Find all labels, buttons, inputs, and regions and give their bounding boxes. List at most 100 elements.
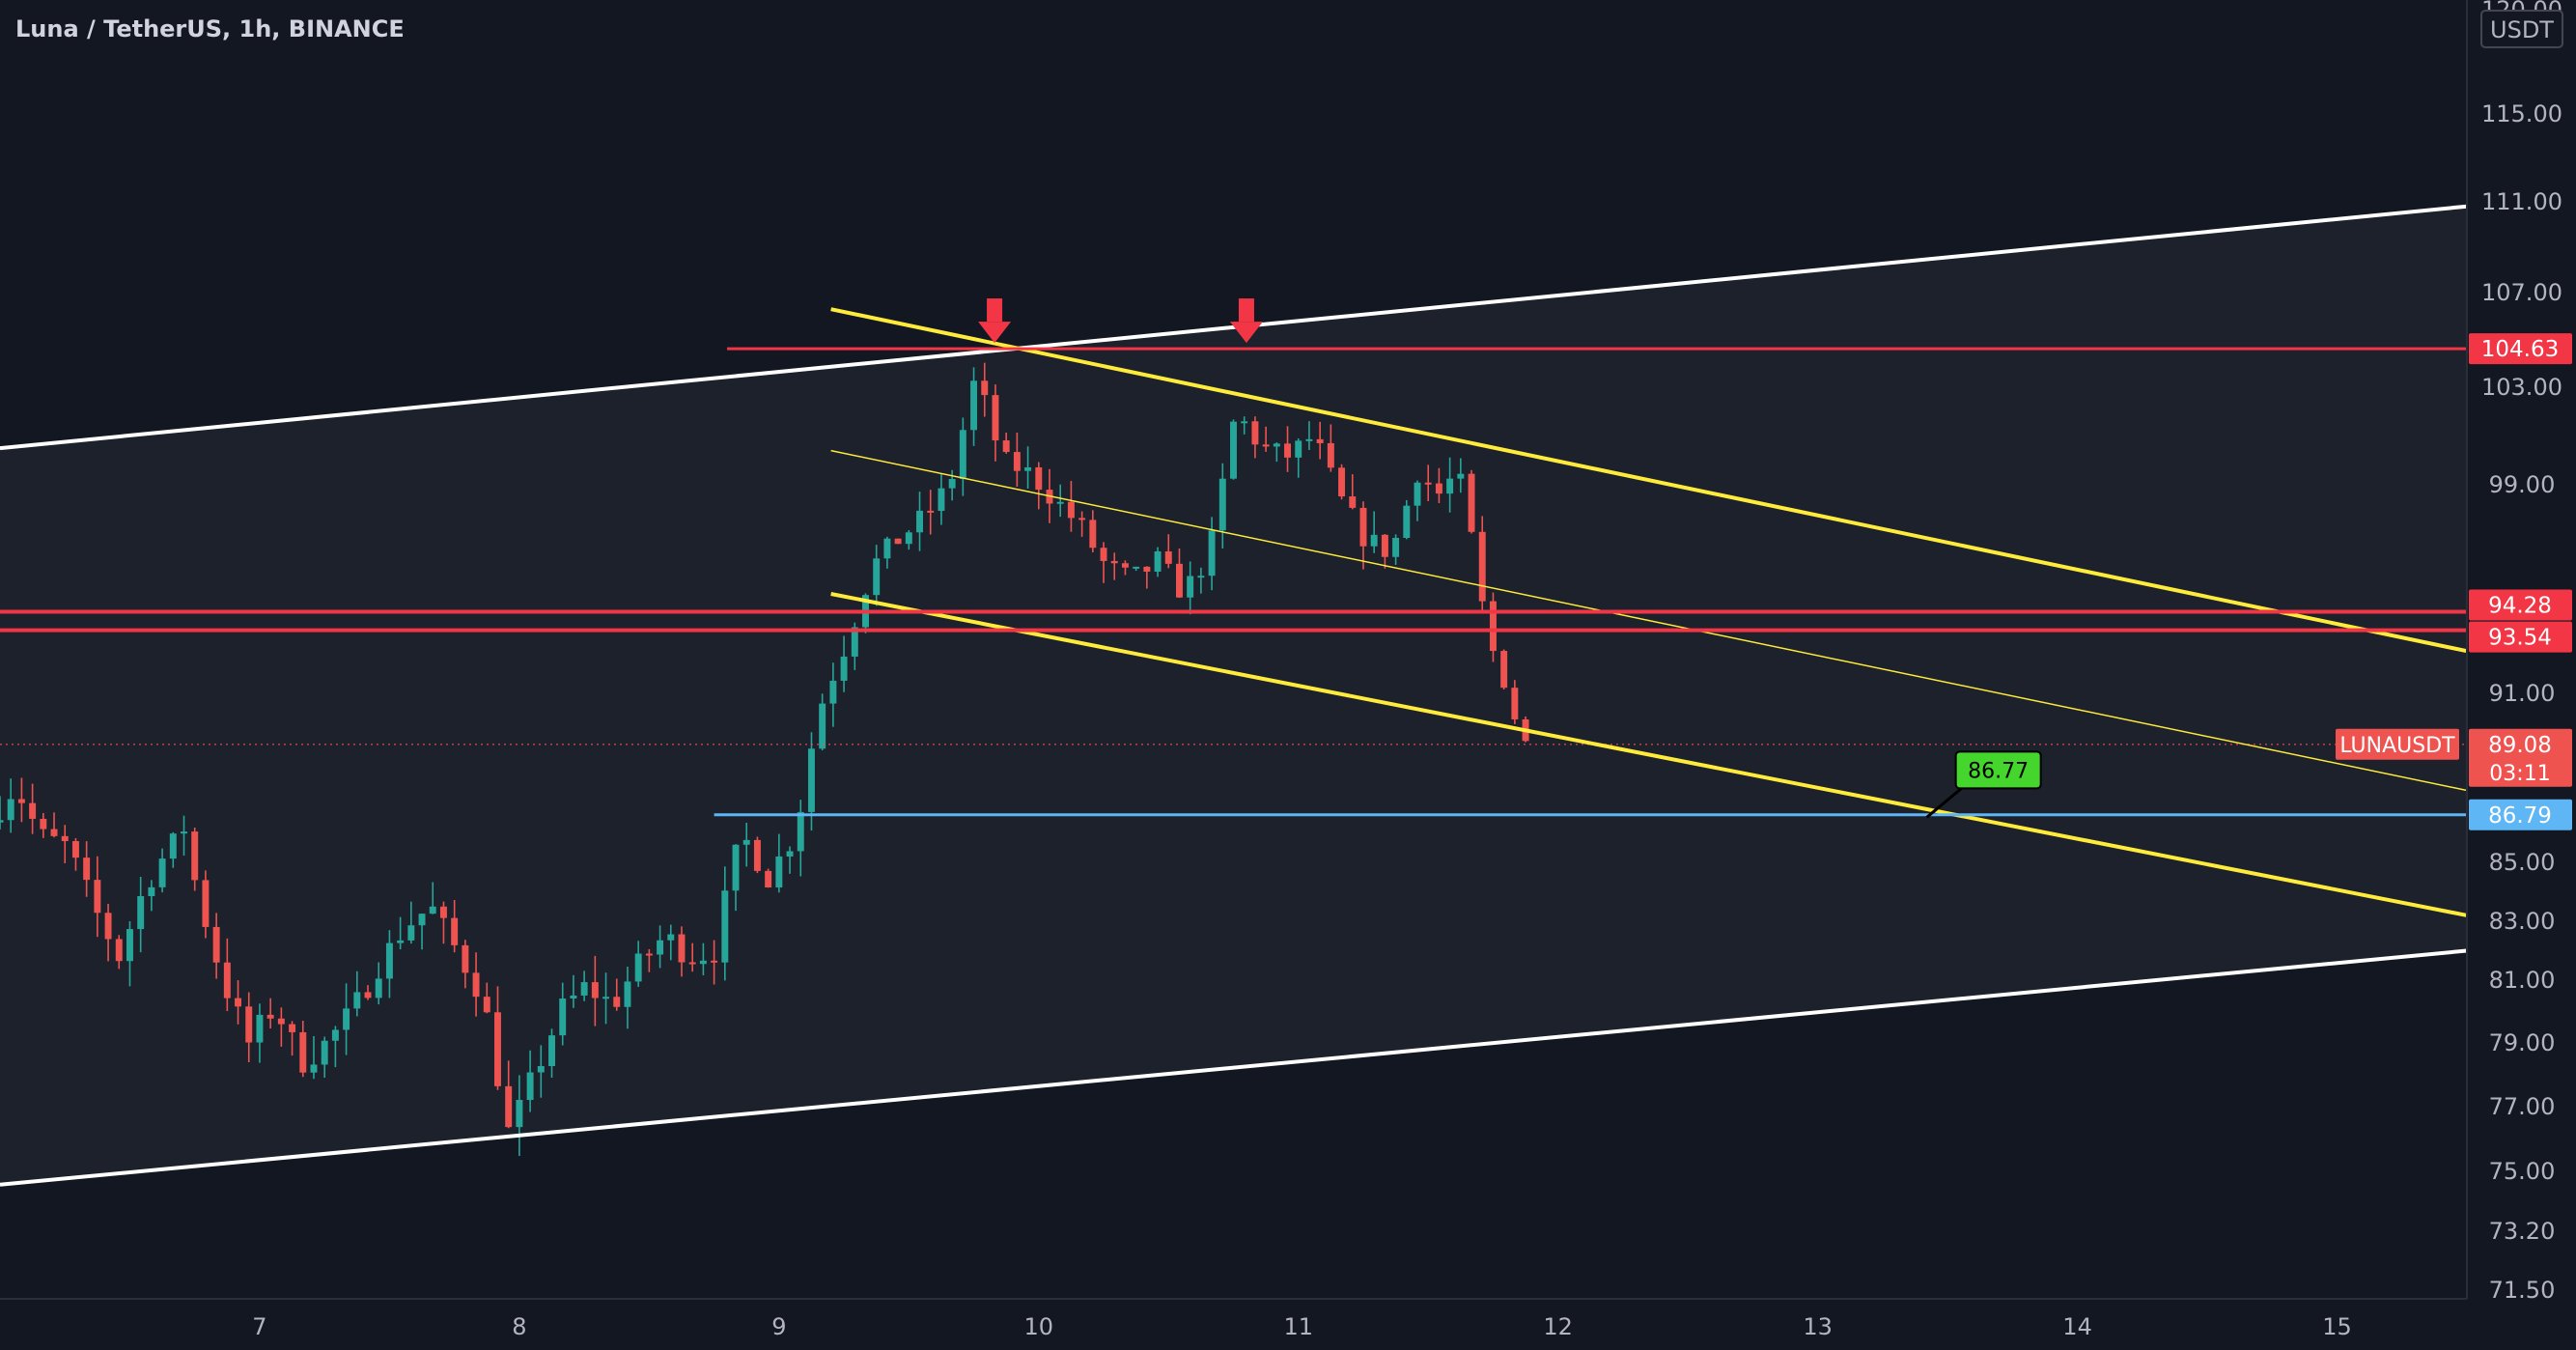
- price-tag-resistance-upper-box: [2469, 333, 2572, 365]
- candle-up: [775, 856, 783, 888]
- candles-layer: [0, 362, 1529, 1157]
- price-tag-band-top-box: [2469, 589, 2572, 621]
- candle-down: [1089, 520, 1097, 548]
- price-tick-label: 73.20: [2489, 1218, 2556, 1245]
- candle-up: [905, 532, 912, 545]
- candle-up: [537, 1065, 545, 1073]
- candle-down: [688, 962, 696, 965]
- candle-up: [1241, 421, 1248, 424]
- candle-up: [1305, 438, 1313, 441]
- price-tick-label: 75.00: [2489, 1158, 2556, 1185]
- price-tick-label: 99.00: [2489, 471, 2556, 498]
- candle-down: [1110, 560, 1118, 564]
- candle-up: [883, 538, 891, 559]
- currency-badge-label: USDT: [2490, 16, 2554, 43]
- candle-down: [591, 982, 599, 998]
- price-tick-label: 85.00: [2489, 849, 2556, 876]
- candle-up: [829, 680, 837, 704]
- candle-down: [1424, 482, 1432, 485]
- currency-badge-box: [2480, 10, 2563, 48]
- candle-down: [439, 906, 447, 918]
- candle-up: [819, 703, 826, 749]
- candle-up: [169, 833, 177, 859]
- candle-down: [50, 829, 58, 836]
- price-tag-support-label: 86.79: [2488, 803, 2552, 829]
- candle-down: [104, 913, 112, 940]
- time-axis[interactable]: 7 8 9 10 11 12 13 14 15: [0, 1298, 2576, 1350]
- channel-fill: [0, 206, 2467, 1185]
- candle-down: [1164, 550, 1172, 564]
- candle-down: [29, 802, 37, 819]
- candle-up: [126, 929, 133, 962]
- time-tick-label: 8: [512, 1313, 526, 1340]
- candle-down: [1435, 483, 1442, 494]
- candle-up: [624, 981, 631, 1007]
- candle-down: [277, 1018, 285, 1025]
- candle-down: [1349, 496, 1357, 508]
- price-tag-last-box: [2469, 728, 2572, 787]
- candle-down: [711, 960, 718, 963]
- candle-down: [266, 1014, 274, 1019]
- candle-up: [1197, 576, 1205, 578]
- candle-down: [927, 510, 935, 513]
- candle-down: [494, 1012, 501, 1086]
- peak-arrow-2-icon: [1229, 322, 1263, 344]
- time-tick-label: 11: [1283, 1313, 1313, 1340]
- channel-white-lower: [0, 948, 2468, 1187]
- price-tick-label: 81.00: [2489, 967, 2556, 994]
- candle-up: [429, 906, 436, 914]
- candle-down: [894, 538, 902, 545]
- time-tick-label: 7: [252, 1313, 266, 1340]
- candle-up: [343, 1008, 350, 1030]
- candle-up: [1024, 466, 1032, 471]
- candle-down: [94, 880, 101, 914]
- candle-up: [385, 942, 393, 979]
- candle-down: [1100, 548, 1107, 561]
- candle-up: [1133, 566, 1140, 569]
- candle-down: [1002, 440, 1010, 453]
- candle-down: [1327, 442, 1334, 468]
- currency-badge[interactable]: USDT: [2480, 10, 2563, 48]
- target-callout-label: 86.77: [1968, 759, 2029, 783]
- price-tick-label: 115.00: [2481, 100, 2562, 127]
- candle-down: [299, 1031, 307, 1073]
- candle-up: [1208, 530, 1216, 577]
- symbol-legend[interactable]: Luna / TetherUS, 1h, BINANCE: [15, 15, 405, 42]
- candle-down: [1251, 421, 1259, 445]
- price-tag-band-top-label: 94.28: [2488, 594, 2552, 619]
- candle-up: [353, 992, 361, 1009]
- price-tick-label: 111.00: [2481, 188, 2562, 215]
- candle-down: [1338, 467, 1346, 497]
- candle-down: [1067, 501, 1075, 519]
- candle-up: [1230, 421, 1237, 479]
- candle-down: [191, 831, 199, 881]
- price-tags-layer: 104.63 94.28 93.54 86.79 89.08 03:11 LUNAUSDT: [2336, 333, 2572, 830]
- candle-up: [0, 820, 4, 823]
- price-tag-last-label: 89.08: [2488, 733, 2552, 758]
- candle-up: [1273, 443, 1280, 447]
- channel-yellow-mid: [830, 449, 2468, 792]
- candle-up: [310, 1064, 318, 1073]
- candle-down: [505, 1085, 513, 1128]
- candle-down: [17, 799, 25, 803]
- candle-down: [678, 934, 686, 963]
- candle-down: [223, 962, 231, 998]
- candle-down: [235, 998, 242, 1007]
- candle-down: [202, 880, 210, 927]
- candle-up: [148, 886, 155, 897]
- price-tick-label: 107.00: [2481, 279, 2562, 306]
- candle-down: [462, 944, 469, 973]
- candle-up: [1370, 534, 1378, 547]
- price-tag-countdown-label: 03:11: [2489, 762, 2550, 786]
- candle-down: [1478, 531, 1486, 602]
- candle-down: [289, 1024, 296, 1032]
- candle-down: [1175, 563, 1183, 598]
- candle-up: [786, 851, 794, 857]
- candle-up: [516, 1100, 523, 1128]
- candle-up: [137, 896, 145, 930]
- candle-up: [851, 627, 858, 657]
- candle-up: [948, 478, 956, 489]
- price-tag-resistance-upper-label: 104.63: [2481, 337, 2559, 362]
- candle-up: [970, 380, 978, 431]
